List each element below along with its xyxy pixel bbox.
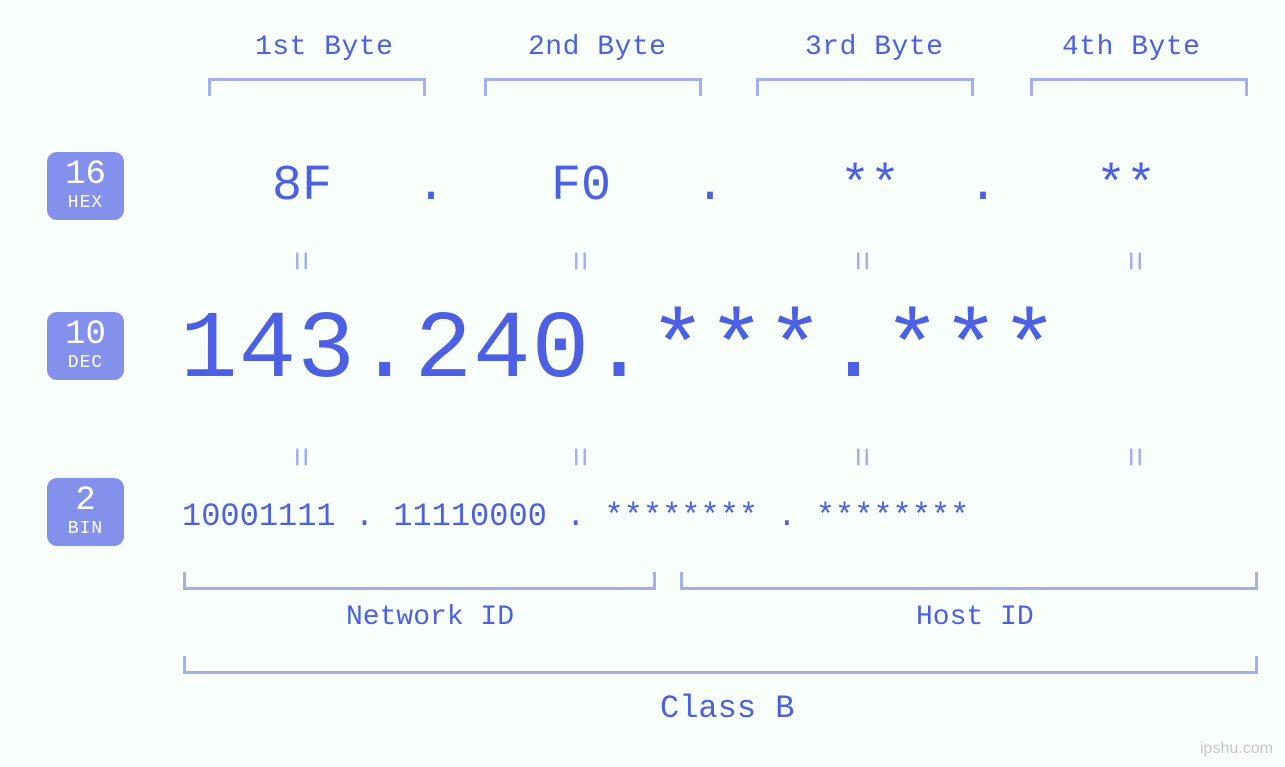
equals-dec-bin-1: = [279, 440, 317, 474]
equals-dec-bin-2: = [558, 440, 596, 474]
hex-byte-3: ** [840, 158, 900, 215]
byte-header-4: 4th Byte [1062, 32, 1200, 63]
equals-dec-bin-3: = [840, 440, 878, 474]
byte-header-1: 1st Byte [255, 32, 393, 63]
equals-hex-dec-3: = [840, 244, 878, 278]
byte-header-3: 3rd Byte [805, 32, 943, 63]
hex-byte-1: 8F [272, 158, 332, 215]
byte-bracket-1 [208, 78, 426, 96]
network-id-bracket [183, 572, 656, 590]
base-badge-hex: 16 HEX [47, 152, 124, 220]
base-badge-bin: 2 BIN [47, 478, 124, 546]
host-id-bracket [680, 572, 1258, 590]
bin-address: 10001111 . 11110000 . ******** . *******… [182, 498, 969, 535]
base-badge-hex-num: 16 [47, 158, 124, 192]
byte-bracket-4 [1030, 78, 1248, 96]
base-badge-bin-name: BIN [47, 520, 124, 538]
hex-sep-2: . [695, 158, 725, 215]
equals-hex-dec-4: = [1113, 244, 1151, 278]
class-label: Class B [660, 690, 794, 727]
equals-hex-dec-2: = [558, 244, 596, 278]
network-id-label: Network ID [346, 602, 514, 633]
equals-hex-dec-1: = [279, 244, 317, 278]
byte-bracket-2 [484, 78, 702, 96]
host-id-label: Host ID [916, 602, 1034, 633]
base-badge-bin-num: 2 [47, 484, 124, 518]
hex-byte-2: F0 [551, 158, 611, 215]
base-badge-dec-num: 10 [47, 318, 124, 352]
hex-sep-3: . [968, 158, 998, 215]
base-badge-dec: 10 DEC [47, 312, 124, 380]
equals-dec-bin-4: = [1113, 440, 1151, 474]
hex-byte-4: ** [1096, 158, 1156, 215]
hex-sep-1: . [416, 158, 446, 215]
class-bracket [183, 656, 1258, 674]
byte-bracket-3 [756, 78, 974, 96]
dec-address: 143.240.***.*** [180, 296, 1059, 405]
base-badge-hex-name: HEX [47, 194, 124, 212]
watermark: ipshu.com [1200, 740, 1273, 758]
byte-header-2: 2nd Byte [528, 32, 666, 63]
base-badge-dec-name: DEC [47, 354, 124, 372]
